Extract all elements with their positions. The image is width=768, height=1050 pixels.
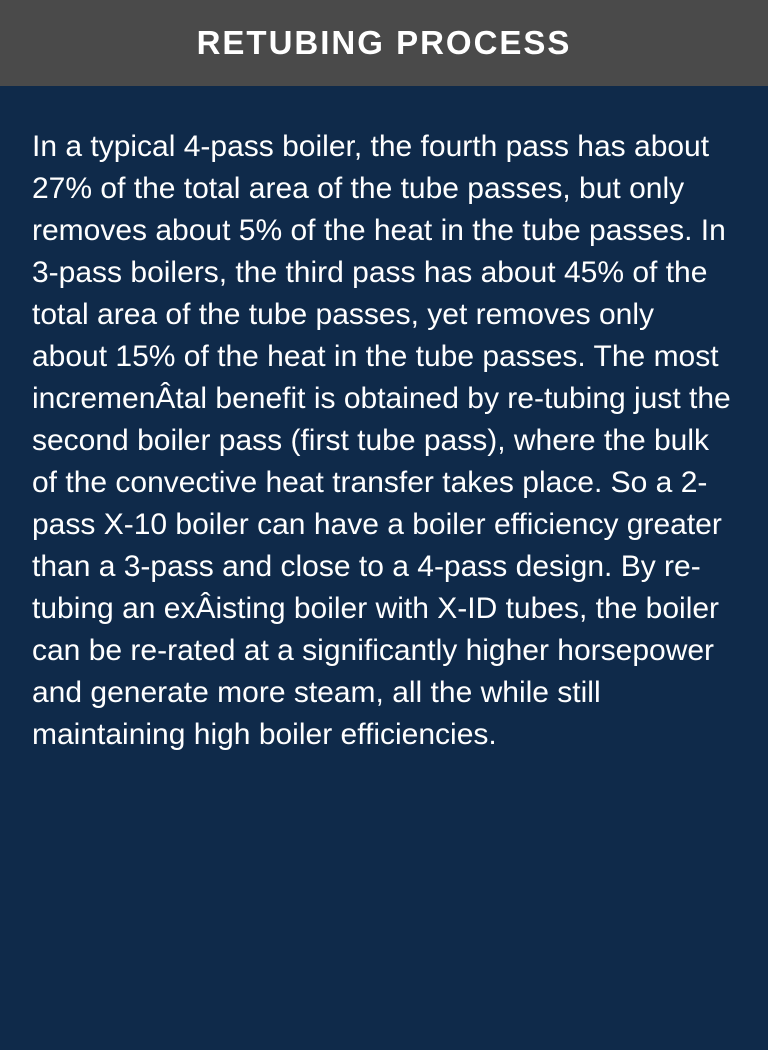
body-text: In a typical 4-pass boiler, the fourth p… [32, 126, 736, 756]
content-section: In a typical 4-pass boiler, the fourth p… [0, 86, 768, 796]
section-header: RETUBING PROCESS [0, 0, 768, 86]
header-title: RETUBING PROCESS [197, 24, 572, 61]
